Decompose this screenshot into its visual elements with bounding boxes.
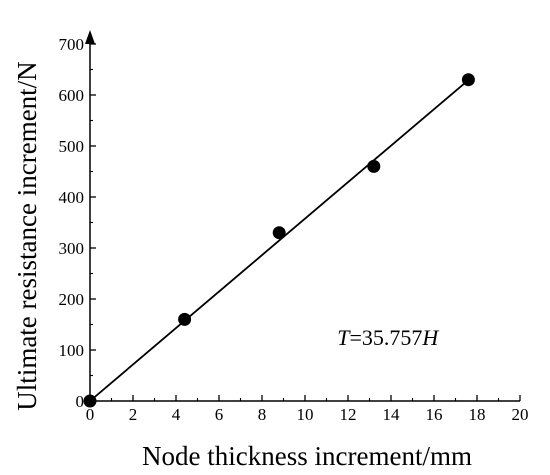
x-tick-label: 14 [383, 405, 401, 424]
y-tick-label: 300 [59, 239, 85, 258]
y-tick-label: 600 [59, 86, 85, 105]
y-tick-label: 100 [59, 341, 85, 360]
y-tick-label: 400 [59, 188, 85, 207]
x-tick-label: 10 [297, 405, 314, 424]
x-tick-label: 8 [258, 405, 267, 424]
data-point [461, 73, 475, 87]
data-point [83, 394, 97, 408]
y-axis-arrow [85, 30, 95, 44]
y-tick-label: 200 [59, 290, 85, 309]
data-point [367, 159, 381, 173]
fit-equation: T=35.757H [337, 325, 439, 350]
data-point [272, 226, 286, 240]
x-tick-label: 16 [426, 405, 443, 424]
y-tick-label: 500 [59, 137, 85, 156]
y-axis-title: Ultimate resistance increment/N [12, 61, 42, 410]
equation-coef: =35.757 [350, 325, 423, 350]
axes [85, 30, 520, 402]
x-tick-label: 6 [215, 405, 224, 424]
x-axis-title: Node thickness increment/mm [142, 441, 472, 471]
equation-var-left: T [337, 325, 351, 350]
y-tick-label: 700 [59, 35, 85, 54]
fit-line-group [89, 79, 469, 402]
x-tick-label: 12 [340, 405, 357, 424]
x-ticks: 0 2 4 6 8 10 12 14 16 18 20 [86, 395, 529, 424]
y-tick-label: 0 [76, 392, 85, 411]
fit-line [89, 79, 469, 402]
x-tick-label: 18 [469, 405, 486, 424]
data-point [178, 312, 192, 326]
x-tick-label: 4 [172, 405, 181, 424]
x-tick-label: 2 [129, 405, 138, 424]
x-tick-label: 20 [512, 405, 529, 424]
x-tick-label: 0 [86, 405, 95, 424]
y-ticks: 0 100 200 300 400 500 600 700 [59, 35, 96, 411]
data-points [83, 73, 475, 408]
equation-var-right: H [421, 325, 439, 350]
